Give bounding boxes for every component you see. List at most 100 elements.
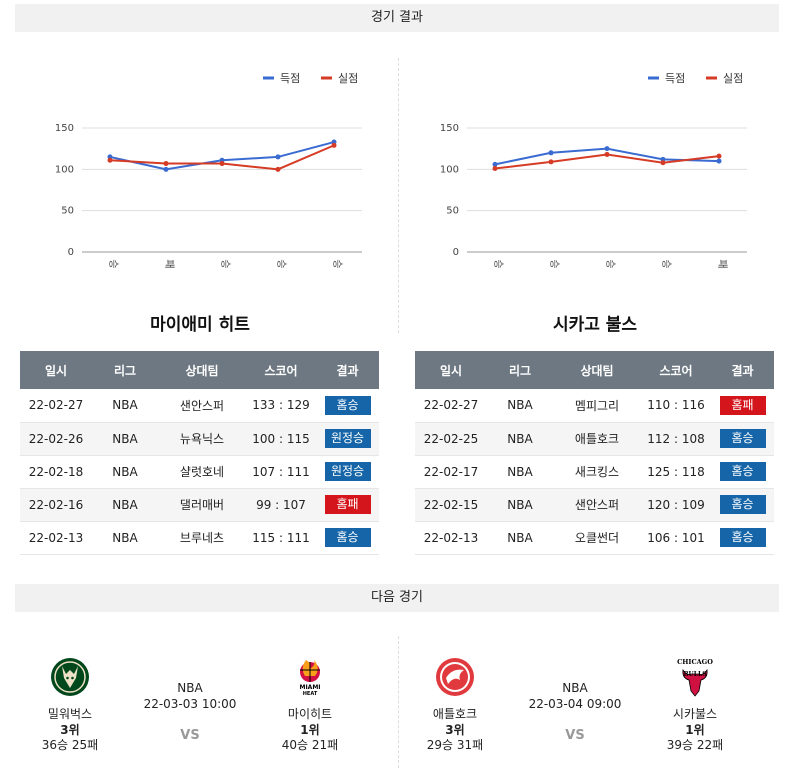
home-team-record: 29승 31패	[426, 738, 484, 752]
league-cell: NBA	[487, 422, 553, 456]
score-cell: 115 : 111	[246, 521, 316, 555]
col-header-opponent: 상대팀	[158, 351, 246, 389]
x-tick-label: 승	[219, 259, 231, 268]
date-cell: 22-02-27	[20, 389, 92, 423]
league-cell: NBA	[92, 455, 158, 489]
table-row: 22-02-17 NBA 새크킹스 125 : 118 홈승	[415, 455, 774, 489]
legend-label: 실점	[338, 72, 358, 85]
data-point	[716, 153, 722, 159]
date-cell: 22-02-25	[415, 422, 487, 456]
table-row: 22-02-27 NBA 샌안스퍼 133 : 129 홈승	[20, 389, 379, 423]
bucks-logo-icon	[51, 658, 89, 696]
match-datetime: 22-03-04 09:00	[528, 697, 622, 711]
data-point	[492, 161, 498, 167]
away-team: MIAMI HEAT 마이히트 1위 40승 21패	[255, 640, 365, 752]
score-cell: 133 : 129	[246, 389, 316, 423]
result-cell: 원정승	[316, 455, 379, 489]
table-row: 22-02-15 NBA 샌안스퍼 120 : 109 홈승	[415, 488, 774, 522]
x-tick-label: 패	[716, 259, 728, 268]
result-badge: 홈패	[324, 495, 371, 514]
hawks-logo-icon	[436, 658, 474, 696]
score-cell: 110 : 116	[641, 389, 711, 423]
league-cell: NBA	[92, 422, 158, 456]
opponent-cell: 새크킹스	[553, 455, 641, 489]
x-tick-label: 승	[107, 259, 119, 268]
opponent-cell: 멤피그리	[553, 389, 641, 423]
y-tick-label: 100	[55, 164, 74, 175]
col-header-score: 스코어	[641, 351, 711, 389]
result-badge: 홈승	[719, 462, 766, 481]
bulls-logo-icon: CHICAGO BULLS	[677, 658, 713, 697]
col-header-date: 일시	[20, 351, 92, 389]
x-tick-label: 승	[548, 259, 560, 268]
data-point	[163, 166, 169, 172]
data-point	[275, 154, 281, 160]
opponent-cell: 브루네츠	[158, 521, 246, 555]
result-badge: 홈승	[719, 495, 766, 514]
result-cell: 홈패	[711, 389, 774, 423]
legend-label: 득점	[280, 72, 300, 85]
col-header-score: 스코어	[246, 351, 316, 389]
result-cell: 홈승	[711, 455, 774, 489]
table-row: 22-02-16 NBA 댈러매버 99 : 107 홈패	[20, 488, 379, 522]
date-cell: 22-02-13	[415, 521, 487, 555]
team-a-score-chart: 0 50 100 150 승 패 승 승 승 득점 실점	[20, 60, 390, 280]
team-b-title: 시카고 불스	[552, 315, 638, 335]
team-a-results-table: 일시 리그 상대팀 스코어 결과 22-02-27 NBA 샌안스퍼 133 : 12…	[20, 351, 379, 555]
vs-label: VS	[565, 728, 585, 743]
divider	[398, 58, 399, 333]
table-row: 22-02-13 NBA 오클썬더 106 : 101 홈승	[415, 521, 774, 555]
home-team: 밀워벅스 3위 36승 25패	[15, 640, 125, 752]
opponent-cell: 오클썬더	[553, 521, 641, 555]
legend-label: 실점	[723, 72, 743, 85]
result-cell: 홈패	[316, 488, 379, 522]
col-header-opponent: 상대팀	[553, 351, 641, 389]
away-team-name: 마이히트	[287, 707, 333, 721]
date-cell: 22-02-15	[415, 488, 487, 522]
y-tick-label: 150	[440, 123, 459, 134]
result-cell: 홈승	[711, 521, 774, 555]
home-team: 애틀호크 3위 29승 31패	[400, 640, 510, 752]
score-cell: 120 : 109	[641, 488, 711, 522]
result-cell: 홈승	[711, 488, 774, 522]
y-tick-label: 100	[440, 164, 459, 175]
svg-text:HEAT: HEAT	[303, 691, 318, 697]
team-b-line-chart: 0 50 100 150 승 승 승 승 패 득점 실점	[440, 72, 747, 269]
y-tick-label: 50	[61, 206, 74, 217]
home-team-name: 밀워벅스	[47, 707, 93, 721]
opponent-cell: 샌안스퍼	[158, 389, 246, 423]
home-team-rank: 3위	[60, 723, 80, 737]
y-tick-label: 0	[453, 247, 459, 258]
date-cell: 22-02-17	[415, 455, 487, 489]
league-cell: NBA	[92, 521, 158, 555]
team-a-line-chart: 0 50 100 150 승 패 승 승 승 득점 실점	[55, 72, 362, 269]
table-row: 22-02-27 NBA 멤피그리 110 : 116 홈패	[415, 389, 774, 423]
y-tick-label: 50	[446, 206, 459, 217]
date-cell: 22-02-18	[20, 455, 92, 489]
result-badge: 홈승	[719, 528, 766, 547]
results-section-header: 경기 결과	[15, 4, 779, 32]
divider	[398, 636, 399, 768]
col-header-league: 리그	[92, 351, 158, 389]
league-cell: NBA	[92, 389, 158, 423]
table-row: 22-02-25 NBA 애틀호크 112 : 108 홈승	[415, 422, 774, 456]
score-cell: 107 : 111	[246, 455, 316, 489]
away-team-rank: 1위	[685, 723, 705, 737]
x-tick-label: 승	[492, 259, 504, 268]
team-b-score-chart: 0 50 100 150 승 승 승 승 패 득점 실점	[405, 60, 775, 280]
match-league: NBA	[177, 681, 203, 695]
league-cell: NBA	[92, 488, 158, 522]
match-league: NBA	[562, 681, 588, 695]
next-game-section-header: 다음 경기	[15, 584, 779, 612]
data-point	[548, 150, 554, 156]
score-cell: 106 : 101	[641, 521, 711, 555]
svg-text:MIAMI: MIAMI	[299, 684, 320, 691]
result-badge: 홈승	[324, 395, 371, 415]
vs-label: VS	[180, 728, 200, 743]
league-cell: NBA	[487, 455, 553, 489]
result-cell: 홈승	[711, 422, 774, 456]
legend-label: 득점	[665, 72, 685, 85]
x-tick-label: 승	[604, 259, 616, 268]
opponent-cell: 뉴욕닉스	[158, 422, 246, 456]
away-team-record: 39승 22패	[666, 738, 724, 752]
